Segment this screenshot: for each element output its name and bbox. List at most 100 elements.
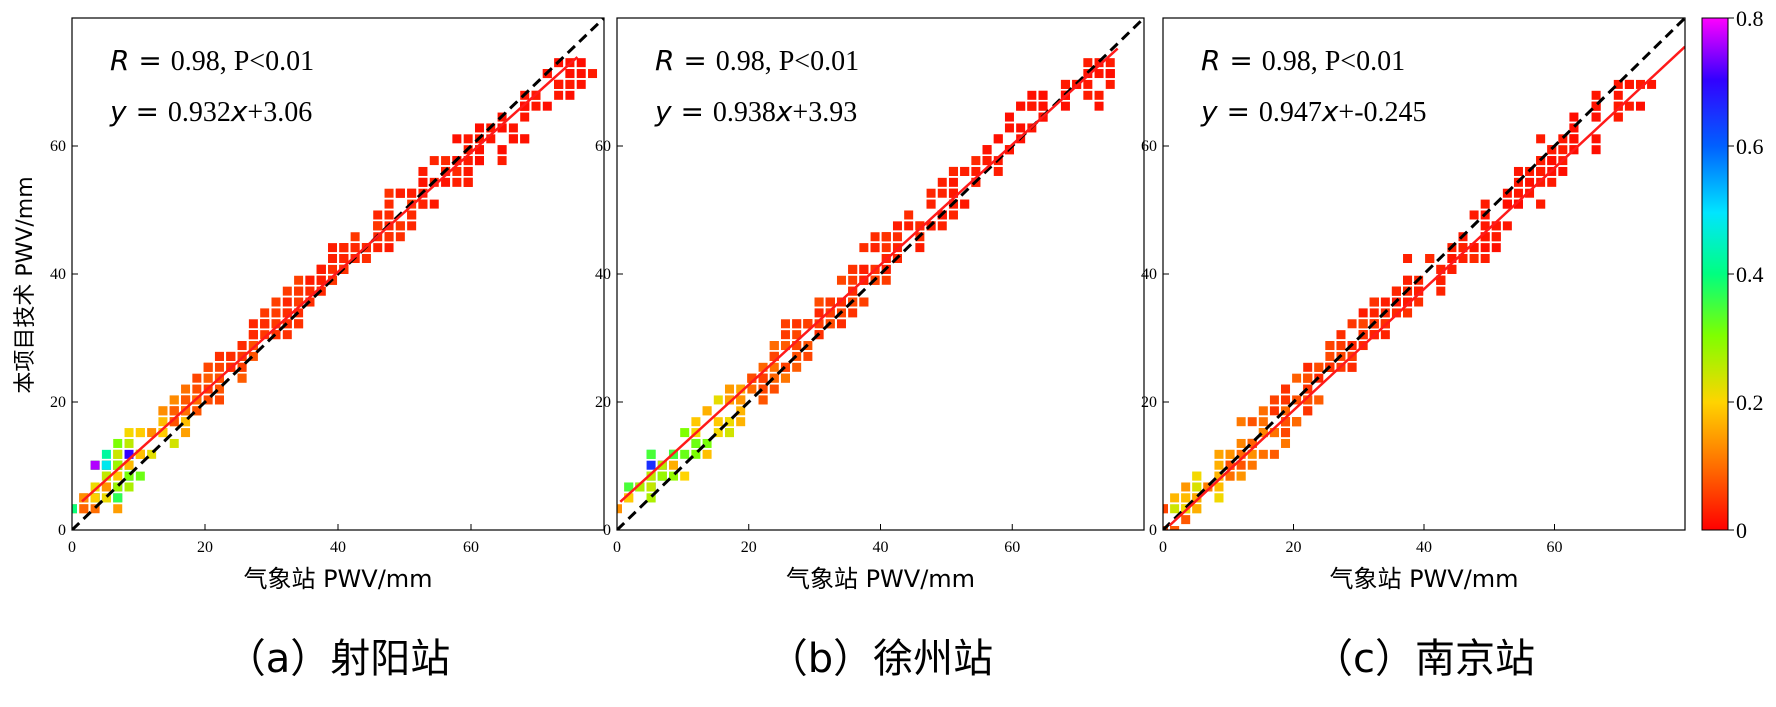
panels: 0 20 40 60 0 20 40 60 R = 0.98, P<0.01 y = 0.932x…	[50, 17, 1686, 682]
heat-cell	[1004, 112, 1014, 122]
heat-cell	[982, 145, 992, 155]
heat-cell	[814, 308, 824, 318]
heat-cell	[1192, 482, 1202, 492]
plot-area	[617, 18, 1144, 530]
heat-cell	[169, 395, 179, 405]
heat-cell	[214, 351, 224, 361]
heat-cell	[780, 330, 790, 340]
x-tick-label: 60	[1547, 539, 1563, 556]
heat-cell	[158, 406, 168, 416]
heat-cell	[1016, 101, 1026, 111]
x-tick-label: 20	[1286, 539, 1302, 556]
x-tick-label: 60	[1004, 539, 1020, 556]
heat-cell	[1403, 297, 1413, 307]
heat-cell	[814, 319, 824, 329]
heat-cell	[1236, 471, 1246, 481]
heat-cell	[680, 449, 690, 459]
heat-cell	[113, 482, 123, 492]
heat-cell	[203, 395, 213, 405]
heat-cell	[713, 428, 723, 438]
heat-cell	[1358, 319, 1368, 329]
heat-cell	[724, 428, 734, 438]
heat-cell	[769, 373, 779, 383]
y-tick-label: 0	[58, 522, 66, 539]
y-tick-label: 20	[50, 394, 66, 411]
heat-cell	[486, 134, 496, 144]
heat-cell	[248, 351, 258, 361]
heat-cell	[1105, 79, 1115, 89]
heat-cell	[624, 482, 634, 492]
heat-cell	[1536, 199, 1546, 209]
heat-cell	[1292, 395, 1302, 405]
heat-cell	[892, 221, 902, 231]
heat-cell	[825, 297, 835, 307]
heat-cell	[1380, 297, 1390, 307]
heat-cell	[169, 406, 179, 416]
heat-cell	[736, 406, 746, 416]
heat-cell	[101, 471, 111, 481]
heat-cell	[960, 166, 970, 176]
y-tick-label: 60	[595, 138, 611, 155]
heat-cell	[1547, 145, 1557, 155]
heat-cell	[248, 330, 258, 340]
heat-cell	[1170, 504, 1180, 514]
heat-cell	[1403, 254, 1413, 263]
heat-cell	[780, 373, 790, 383]
heat-cell	[237, 373, 247, 383]
heat-cell	[271, 297, 281, 307]
heat-cell	[724, 384, 734, 394]
heat-cell	[271, 308, 281, 318]
y-tick-label: 0	[1149, 522, 1157, 539]
heat-cell	[848, 264, 858, 274]
identity-line	[1163, 18, 1685, 530]
heat-cell	[691, 438, 701, 448]
heat-cell	[680, 471, 690, 481]
panel-caption: （c）南京站	[1313, 636, 1535, 682]
heat-cell	[1414, 286, 1424, 296]
y-tick-label: 20	[1141, 394, 1157, 411]
heat-cell	[1225, 460, 1235, 470]
heat-cell	[1613, 112, 1623, 122]
heat-cell	[1647, 79, 1657, 89]
heat-cell	[565, 90, 575, 100]
heat-cell	[1536, 166, 1546, 176]
heat-cell	[373, 221, 383, 231]
heat-cell	[282, 319, 292, 329]
heat-cell	[1558, 134, 1568, 144]
heat-cell	[497, 145, 507, 155]
heat-cell	[881, 275, 891, 285]
heat-cell	[124, 460, 134, 470]
heat-cell	[1635, 101, 1645, 111]
heat-cell	[441, 177, 451, 187]
heat-cell	[1502, 199, 1512, 209]
heat-cell	[361, 254, 371, 263]
heat-cell	[758, 395, 768, 405]
heat-cell	[1203, 482, 1213, 492]
heat-cell	[1613, 90, 1623, 100]
heat-cell	[702, 449, 712, 459]
heat-cell	[124, 449, 134, 459]
heat-cell	[747, 384, 757, 394]
colorbar-gradient	[1701, 17, 1729, 531]
heat-cell	[904, 210, 914, 220]
heat-cell	[248, 319, 258, 329]
heat-cell	[113, 449, 123, 459]
heat-cell	[1269, 449, 1279, 459]
heat-cell	[1269, 428, 1279, 438]
heat-cell	[1060, 79, 1070, 89]
heat-cell	[542, 101, 552, 111]
y-tick-label: 20	[595, 394, 611, 411]
heat-cell	[1303, 373, 1313, 383]
heat-cell	[237, 341, 247, 351]
heat-cell	[1281, 406, 1291, 416]
heat-cell	[1038, 90, 1048, 100]
heat-cell	[1558, 166, 1568, 176]
heat-cell	[282, 297, 292, 307]
heat-cell	[1060, 101, 1070, 111]
heat-cell	[90, 504, 100, 514]
y-tick-label: 60	[50, 138, 66, 155]
fit-line	[1168, 45, 1685, 527]
heat-cell	[565, 79, 575, 89]
heat-cell	[1192, 504, 1202, 514]
x-axis-label: 气象站 PWV/mm	[786, 565, 975, 593]
